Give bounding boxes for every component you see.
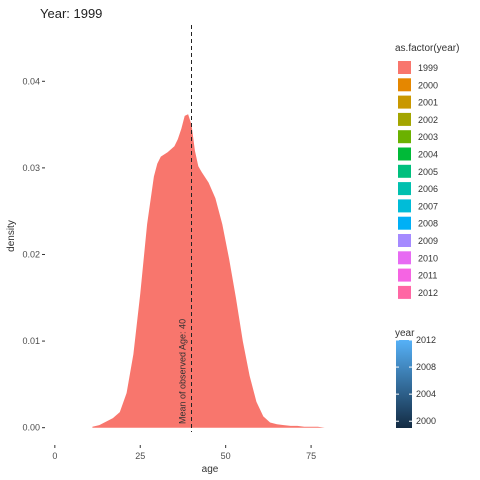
y-axis: 0.00 0.01 0.02 0.03 0.04	[22, 76, 45, 433]
colorbar-label-2012: 2012	[416, 335, 436, 345]
legend-swatch-2006	[398, 182, 411, 196]
legend-swatch-2004	[398, 147, 411, 161]
x-tick-label-50: 50	[221, 451, 231, 461]
legend-swatch-2009	[398, 234, 411, 247]
colorbar-label-2000: 2000	[416, 416, 436, 426]
legend-swatch-2008	[398, 216, 411, 230]
legend-swatch-2003	[398, 130, 411, 144]
legend-swatch-2005	[398, 164, 411, 178]
legend-label-2004: 2004	[418, 150, 438, 160]
legend-title: as.factor(year)	[395, 43, 459, 54]
legend-swatch-2012	[398, 285, 411, 299]
x-tick-label-25: 25	[135, 451, 145, 461]
y-tick-label-1: 0.01	[22, 336, 40, 346]
legend-label-2006: 2006	[418, 184, 438, 194]
legend-label-2011: 2011	[418, 271, 437, 281]
legend-swatch-2000	[398, 78, 411, 92]
legend: as.factor(year) 1999 2000 2001 2002 2003 2004…	[395, 43, 459, 299]
legend-swatch-2002	[398, 112, 411, 126]
legend-label-2012: 2012	[418, 288, 438, 298]
colorbar-legend: year 2000 2004 2008 2012	[395, 328, 436, 428]
x-tick-label-0: 0	[52, 451, 57, 461]
colorbar-label-2004: 2004	[416, 389, 436, 399]
legend-label-2010: 2010	[418, 253, 438, 263]
mean-age-label: Mean of observed Age: 40	[178, 319, 188, 424]
colorbar-label-2008: 2008	[416, 362, 436, 372]
plot-panel: Mean of observed Age: 40	[92, 25, 325, 432]
y-axis-title: density	[6, 220, 17, 252]
legend-swatch-2011	[398, 268, 411, 282]
x-axis: 0 25 50 75	[52, 445, 316, 461]
colorbar-title: year	[395, 328, 415, 339]
y-tick-label-2: 0.02	[22, 249, 40, 259]
chart-title: Year: 1999	[40, 6, 102, 21]
x-tick-label-75: 75	[306, 451, 316, 461]
density-area-1999	[92, 114, 325, 428]
legend-label-2008: 2008	[418, 219, 438, 229]
y-tick-label-4: 0.04	[22, 76, 40, 86]
x-axis-title: age	[202, 464, 219, 475]
y-tick-label-0: 0.00	[22, 423, 40, 433]
colorbar-bar	[396, 340, 412, 428]
legend-label-2000: 2000	[418, 80, 438, 90]
legend-label-2009: 2009	[418, 236, 438, 246]
legend-label-2002: 2002	[418, 115, 438, 125]
legend-swatch-2010	[398, 251, 411, 265]
legend-label-1999: 1999	[418, 63, 438, 73]
legend-label-2001: 2001	[418, 98, 438, 108]
legend-swatch-2007	[398, 199, 411, 213]
y-tick-label-3: 0.03	[22, 163, 40, 173]
legend-label-2007: 2007	[418, 201, 438, 211]
legend-swatch-1999	[398, 61, 411, 74]
legend-label-2005: 2005	[418, 167, 438, 177]
legend-label-2003: 2003	[418, 132, 438, 142]
legend-swatch-2001	[398, 95, 411, 109]
